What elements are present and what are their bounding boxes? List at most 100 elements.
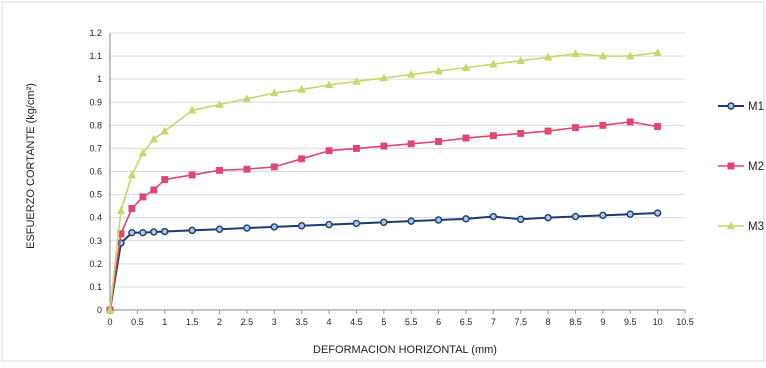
data-point-m2 xyxy=(128,204,136,212)
x-tick-label: 2 xyxy=(217,317,222,327)
data-point-m1 xyxy=(434,216,443,224)
data-point-m2 xyxy=(517,129,525,137)
axes: 0 0.1 0.2 0.3 0.4 0.5 0.6 0.7 0.8 0.9 1 1.1 1.2 0 0.5 1… xyxy=(89,28,693,327)
data-point-m1 xyxy=(161,227,169,236)
data-point-m3 xyxy=(116,206,126,214)
x-tick-label: 8.5 xyxy=(569,317,582,327)
data-point-m3 xyxy=(187,105,197,114)
data-point-m1 xyxy=(407,217,415,225)
x-tick-label: 3 xyxy=(272,317,277,327)
x-tick-label: 1 xyxy=(162,317,167,327)
data-point-m2 xyxy=(352,144,360,152)
data-point-m3 xyxy=(461,63,471,71)
y-tick-label: 0 xyxy=(97,305,102,315)
data-point-m1 xyxy=(352,219,361,228)
data-point-m3 xyxy=(352,76,361,85)
data-point-m2 xyxy=(161,176,169,184)
x-tick-label: 7.5 xyxy=(514,317,527,327)
legend-item-m1: M1 xyxy=(718,101,764,113)
data-point-m3 xyxy=(138,148,148,157)
legend-label: M3 xyxy=(748,221,764,233)
data-point-m1 xyxy=(243,224,251,232)
series-m2 xyxy=(106,118,662,314)
data-point-m3 xyxy=(160,126,169,135)
data-point-m1 xyxy=(139,228,147,237)
series-group xyxy=(105,48,662,314)
data-point-m1 xyxy=(270,223,278,231)
y-tick-label: 0.4 xyxy=(89,213,102,223)
data-point-m2 xyxy=(599,121,607,129)
data-point-m2 xyxy=(462,134,470,142)
x-tick-label: 0.5 xyxy=(131,317,144,327)
data-point-m1 xyxy=(653,209,662,217)
x-tick-label: 0 xyxy=(107,317,112,327)
legend-swatch-marker xyxy=(727,162,735,170)
data-point-m1 xyxy=(215,225,224,233)
data-point-m2 xyxy=(572,124,579,132)
y-tick-label: 1 xyxy=(97,74,102,84)
x-tick-label: 1.5 xyxy=(186,317,199,327)
series-m3 xyxy=(105,48,662,314)
data-point-m3 xyxy=(270,88,279,97)
legend-label: M2 xyxy=(748,161,764,173)
data-point-m3 xyxy=(543,52,553,61)
legend-label: M1 xyxy=(748,101,764,113)
data-point-m3 xyxy=(105,305,115,314)
x-tick-label: 10.5 xyxy=(676,317,694,327)
data-point-m2 xyxy=(407,140,415,148)
data-point-m2 xyxy=(216,166,223,174)
x-tick-label: 4.5 xyxy=(350,317,363,327)
data-point-m2 xyxy=(489,132,497,140)
x-tick-label: 3.5 xyxy=(295,317,308,327)
data-point-m2 xyxy=(654,123,662,130)
data-point-m1 xyxy=(571,212,580,221)
legend-item-m2: M2 xyxy=(718,161,764,173)
y-tick-label: 0.3 xyxy=(89,236,102,246)
data-point-m3 xyxy=(489,59,498,68)
data-point-m2 xyxy=(243,165,251,173)
data-point-m3 xyxy=(297,85,306,93)
x-tick-label: 6 xyxy=(436,317,441,327)
x-tick-label: 5.5 xyxy=(405,317,418,327)
series-m1 xyxy=(106,209,662,314)
y-tick-label: 1.2 xyxy=(89,28,102,38)
data-point-m1 xyxy=(380,218,388,226)
data-point-m1 xyxy=(128,228,136,237)
data-point-m1 xyxy=(599,211,607,220)
legend-swatch-marker xyxy=(726,221,736,230)
data-point-m2 xyxy=(139,193,147,201)
data-point-m3 xyxy=(598,51,608,60)
x-tick-label: 9 xyxy=(600,317,605,327)
data-point-m1 xyxy=(462,215,470,223)
data-point-m3 xyxy=(127,170,137,179)
y-tick-label: 0.7 xyxy=(89,143,102,153)
data-point-m3 xyxy=(149,134,159,143)
y-tick-label: 1.1 xyxy=(89,51,102,61)
y-tick-label: 0.6 xyxy=(89,167,102,177)
data-point-m1 xyxy=(517,215,525,223)
data-point-m3 xyxy=(242,94,252,103)
x-tick-label: 4 xyxy=(327,317,332,327)
x-tick-label: 5 xyxy=(381,317,386,327)
data-point-m1 xyxy=(626,210,634,218)
x-tick-label: 6.5 xyxy=(460,317,473,327)
y-tick-label: 0.8 xyxy=(89,120,102,130)
data-point-m3 xyxy=(516,56,525,64)
data-point-m3 xyxy=(406,70,416,78)
y-tick-label: 0.5 xyxy=(89,190,102,200)
x-tick-label: 9.5 xyxy=(624,317,637,327)
data-point-m3 xyxy=(653,48,662,56)
data-point-m2 xyxy=(298,155,306,163)
y-axis-title: ESFUERZO CORTANTE (kg/cm²) xyxy=(25,83,37,249)
data-point-m2 xyxy=(150,186,158,194)
legend: M1 M2 M3 xyxy=(718,101,764,233)
data-point-m2 xyxy=(325,147,333,155)
y-tick-label: 0.1 xyxy=(89,282,102,292)
data-point-m2 xyxy=(270,163,278,171)
data-point-m3 xyxy=(215,100,224,108)
data-point-m2 xyxy=(626,118,634,126)
x-tick-label: 2.5 xyxy=(241,317,254,327)
legend-swatch-marker xyxy=(727,102,735,110)
